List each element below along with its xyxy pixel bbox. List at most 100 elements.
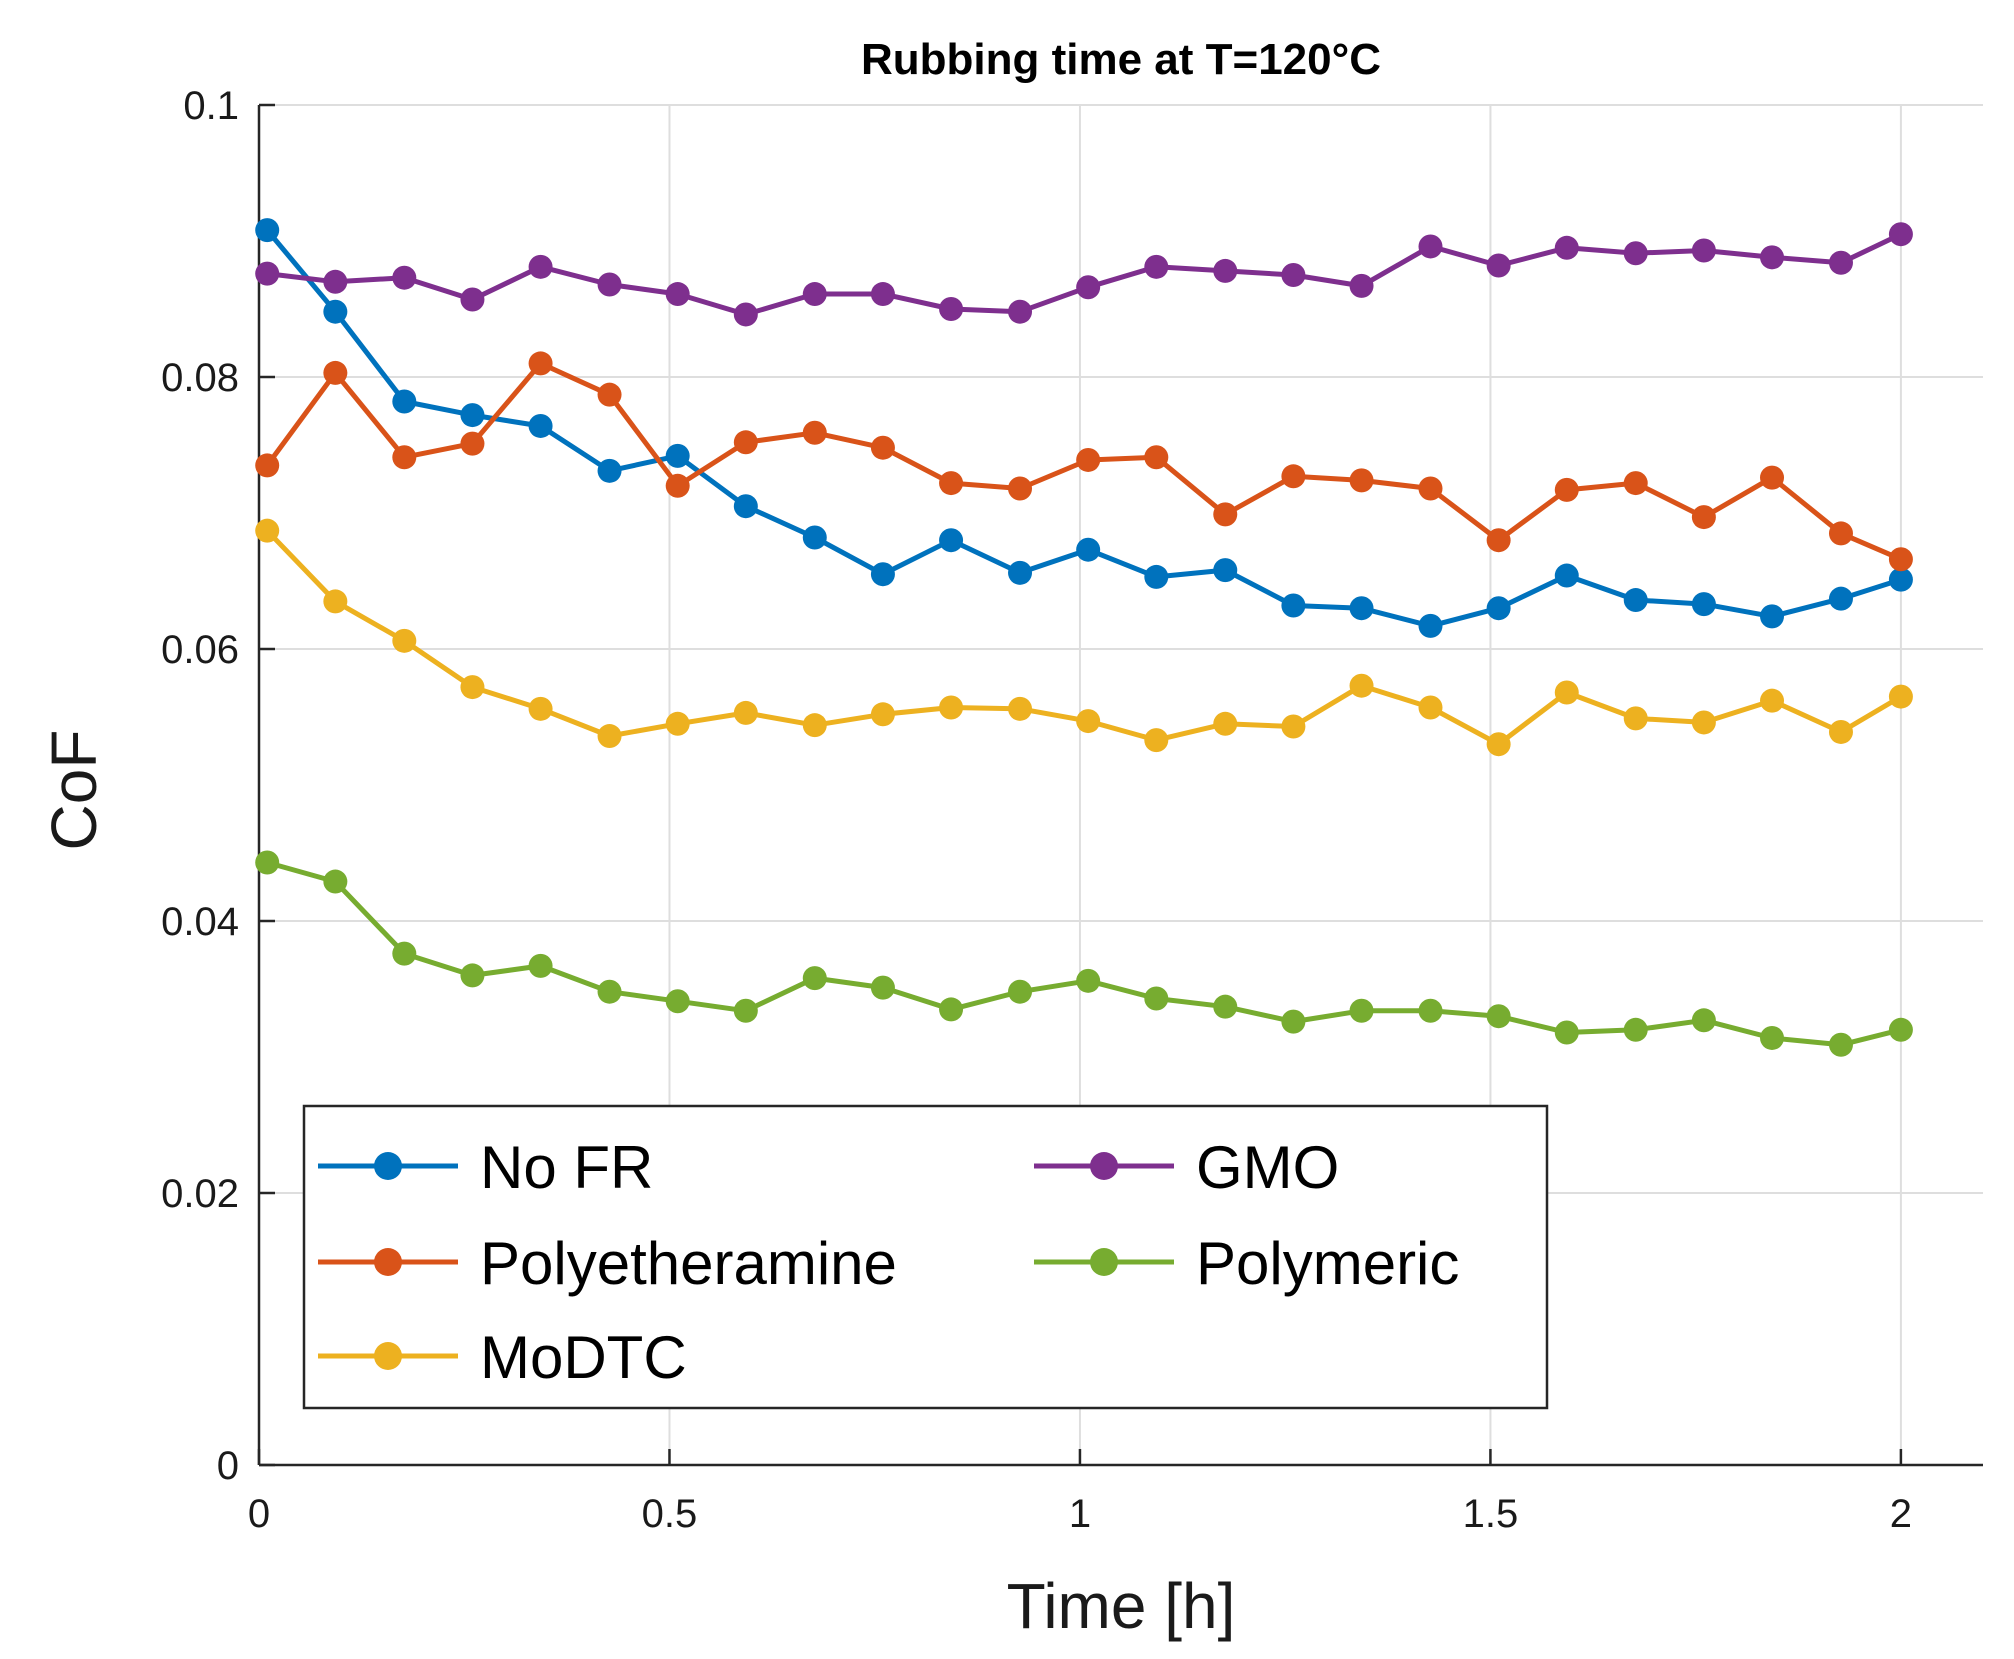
data-point-modtc <box>528 696 553 721</box>
data-point-modtc <box>1554 680 1579 705</box>
data-point-modtc <box>255 518 280 543</box>
data-point-modtc <box>1760 688 1785 713</box>
data-point-no-fr <box>1486 596 1511 621</box>
data-point-modtc <box>323 589 348 614</box>
data-point-polyetheramine <box>1349 468 1374 493</box>
x-tick-label: 1 <box>1069 1492 1091 1536</box>
data-point-gmo <box>392 265 417 290</box>
legend-label: Polymeric <box>1196 1230 1459 1297</box>
data-point-no-fr <box>1828 586 1853 611</box>
x-tick-label: 0.5 <box>642 1492 698 1536</box>
data-point-no-fr <box>1008 560 1033 585</box>
y-tick-label: 0 <box>217 1444 239 1488</box>
data-point-polyetheramine <box>1486 528 1511 553</box>
data-point-no-fr <box>255 218 280 243</box>
data-point-no-fr <box>528 413 553 438</box>
data-point-no-fr <box>597 458 622 483</box>
data-point-polymeric <box>1418 998 1443 1023</box>
data-point-no-fr <box>1554 563 1579 588</box>
data-point-modtc <box>1281 714 1306 739</box>
legend-item-polymeric: Polymeric <box>1034 1230 1459 1297</box>
x-tick-label: 1.5 <box>1463 1492 1519 1536</box>
data-point-no-fr <box>1213 558 1238 583</box>
data-point-no-fr <box>1691 592 1716 617</box>
data-point-modtc <box>1144 728 1169 753</box>
y-tick-label: 0.04 <box>161 900 239 944</box>
data-point-modtc <box>1828 719 1853 744</box>
data-point-no-fr <box>870 562 895 587</box>
data-point-modtc <box>1008 696 1033 721</box>
data-point-gmo <box>1623 241 1648 266</box>
data-point-gmo <box>802 282 827 307</box>
data-point-polymeric <box>1888 1017 1913 1042</box>
data-point-gmo <box>870 282 895 307</box>
legend-label: MoDTC <box>480 1324 687 1391</box>
data-point-gmo <box>1281 263 1306 287</box>
data-point-polyetheramine <box>597 382 622 407</box>
data-point-polyetheramine <box>1623 471 1648 496</box>
data-point-modtc <box>665 711 690 736</box>
data-point-polymeric <box>1008 979 1033 1004</box>
grid <box>259 104 1983 1465</box>
legend-marker <box>1090 1248 1118 1276</box>
data-point-gmo <box>323 269 348 294</box>
data-point-modtc <box>1623 706 1648 731</box>
data-point-gmo <box>597 272 622 297</box>
data-point-polymeric <box>323 869 348 894</box>
data-point-polymeric <box>1691 1008 1716 1033</box>
data-point-no-fr <box>1888 567 1913 592</box>
data-point-polymeric <box>1144 986 1169 1011</box>
data-point-gmo <box>1349 273 1374 298</box>
data-point-polyetheramine <box>1760 465 1785 490</box>
data-point-polymeric <box>597 979 622 1004</box>
y-tick-label: 0.1 <box>183 84 239 128</box>
legend-marker <box>374 1342 402 1370</box>
data-point-gmo <box>1554 235 1579 260</box>
data-point-no-fr <box>1349 596 1374 621</box>
data-point-modtc <box>1888 684 1913 709</box>
data-point-polymeric <box>870 975 895 1000</box>
data-point-polyetheramine <box>460 431 485 456</box>
data-point-gmo <box>528 254 553 279</box>
series <box>255 218 1913 1057</box>
data-point-no-fr <box>939 528 964 553</box>
data-point-polymeric <box>392 941 417 966</box>
legend: No FR Polyetheramine MoDTC GMO Polymeric <box>302 1104 1549 1410</box>
data-point-gmo <box>939 297 964 321</box>
data-point-gmo <box>460 287 485 312</box>
data-point-gmo <box>255 261 280 286</box>
data-point-polyetheramine <box>1888 547 1913 572</box>
series-polyetheramine <box>255 351 1913 572</box>
y-tick-label: 0.02 <box>161 1172 239 1216</box>
data-point-no-fr <box>1623 588 1648 613</box>
data-point-no-fr <box>733 494 758 519</box>
data-point-no-fr <box>665 443 690 468</box>
data-point-polyetheramine <box>1281 464 1306 489</box>
data-point-polymeric <box>1554 1020 1579 1045</box>
data-point-polymeric <box>1349 998 1374 1023</box>
data-point-modtc <box>870 702 895 727</box>
series-gmo <box>255 222 1913 327</box>
chart-title: Rubbing time at T=120°C <box>861 35 1381 84</box>
data-point-polyetheramine <box>255 453 280 478</box>
data-point-modtc <box>1349 673 1374 698</box>
y-axis-title: CoF <box>38 730 110 851</box>
legend-label: GMO <box>1196 1134 1339 1201</box>
data-point-polyetheramine <box>392 445 417 470</box>
data-point-no-fr <box>460 403 485 428</box>
data-point-polyetheramine <box>528 351 553 376</box>
data-point-modtc <box>733 700 758 725</box>
data-point-no-fr <box>1281 593 1306 618</box>
data-point-polyetheramine <box>665 473 690 498</box>
data-point-polymeric <box>1760 1025 1785 1050</box>
data-point-modtc <box>460 675 485 700</box>
data-point-polyetheramine <box>870 435 895 460</box>
data-point-gmo <box>1760 245 1785 270</box>
data-point-no-fr <box>802 525 827 550</box>
legend-marker <box>1090 1152 1118 1180</box>
data-point-no-fr <box>1760 604 1785 629</box>
series-no-fr <box>255 218 1913 638</box>
data-point-polymeric <box>255 850 280 875</box>
y-tick-label: 0.06 <box>161 628 239 672</box>
